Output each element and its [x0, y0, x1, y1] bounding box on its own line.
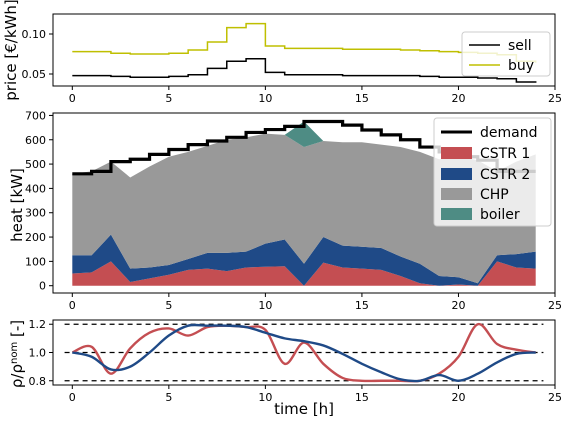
- price-panel: 0 5 10 15 20 25 0.05 0.10 price [€/kWh] sell bu…: [2, 0, 561, 105]
- rho-ylabel: ρ/ρnom [-]: [8, 320, 26, 388]
- rho-ytick-label: 0.8: [29, 375, 47, 388]
- price-ytick-label: 0.05: [22, 68, 47, 81]
- rho-cstr-2-line: [72, 323, 536, 383]
- heat-ytick-label: 100: [25, 255, 46, 268]
- rho-xtick-label: 5: [165, 391, 172, 404]
- rho-ylabel-main: ρ/ρ: [8, 364, 26, 388]
- heat-ylabel: heat [kW]: [8, 168, 26, 242]
- legend-boiler-label: boiler: [480, 207, 520, 223]
- price-ylabel: price [€/kWh]: [2, 0, 20, 101]
- price-xtick-label: 15: [355, 92, 369, 105]
- legend-chp-swatch: [441, 188, 472, 200]
- legend-cstr2-swatch: [441, 168, 472, 180]
- rho-xtick-label: 15: [355, 391, 369, 404]
- rho-xtick-label: 20: [451, 391, 465, 404]
- price-ytick-label: 0.10: [22, 28, 47, 41]
- heat-xtick-label: 15: [355, 299, 369, 312]
- heat-xtick-label: 0: [69, 299, 76, 312]
- legend-boiler-swatch: [441, 208, 472, 220]
- price-xtick-label: 0: [69, 92, 76, 105]
- rho-ytick-label: 1.2: [29, 318, 47, 331]
- legend-sell-label: sell: [508, 38, 532, 54]
- rho-ylabel-sup: nom: [9, 342, 20, 364]
- rho-xtick-label: 25: [548, 391, 561, 404]
- price-xtick-label: 10: [258, 92, 272, 105]
- legend-demand-label: demand: [480, 125, 537, 141]
- heat-panel: 0 5 10 15 20 25 0 100 200 300 400 500 600 700 heat [k…: [8, 109, 561, 312]
- heat-ytick-label: 200: [25, 231, 46, 244]
- legend-chp-label: CHP: [480, 187, 509, 203]
- time-xlabel: time [h]: [274, 400, 334, 418]
- price-legend: sell buy: [461, 31, 551, 77]
- rho-panel: 0 5 10 15 20 25 0.8 1.0 1.2 ρ/ρnom [-] time [h]: [8, 318, 561, 418]
- price-xtick-label: 20: [451, 92, 465, 105]
- heat-ytick-label: 700: [25, 109, 46, 122]
- heat-cstr-2-area: [72, 234, 536, 286]
- heat-cstr-1-area: [72, 261, 536, 286]
- heat-xtick-label: 10: [258, 299, 272, 312]
- heat-ytick-label: 300: [25, 207, 46, 220]
- heat-xtick-label: 5: [165, 299, 172, 312]
- heat-legend: demand CSTR 1 CSTR 2 CHP boiler: [433, 117, 552, 227]
- rho-ylabel-tail: [-]: [8, 320, 26, 342]
- rho-xtick-label: 10: [258, 391, 272, 404]
- heat-ytick-label: 500: [25, 158, 46, 171]
- legend-buy-label: buy: [508, 58, 534, 74]
- price-xtick-label: 25: [548, 92, 561, 105]
- heat-ytick-label: 400: [25, 182, 46, 195]
- legend-cstr1-swatch: [441, 147, 472, 159]
- heat-ytick-label: 0: [39, 280, 46, 293]
- heat-ytick-label: 600: [25, 134, 46, 147]
- heat-xtick-label: 20: [451, 299, 465, 312]
- price-legend-box: [461, 31, 551, 77]
- rho-cstr-1-line: [71, 323, 536, 383]
- rho-xtick-label: 0: [69, 391, 76, 404]
- price-xtick-label: 5: [165, 92, 172, 105]
- heat-boiler-area: [72, 121, 536, 178]
- legend-cstr1-label: CSTR 1: [480, 146, 530, 162]
- heat-chp-area: [72, 133, 536, 284]
- heat-xtick-label: 25: [548, 299, 561, 312]
- legend-cstr2-label: CSTR 2: [480, 167, 530, 183]
- price-sell-line: [72, 58, 537, 83]
- rho-ytick-label: 1.0: [29, 347, 47, 360]
